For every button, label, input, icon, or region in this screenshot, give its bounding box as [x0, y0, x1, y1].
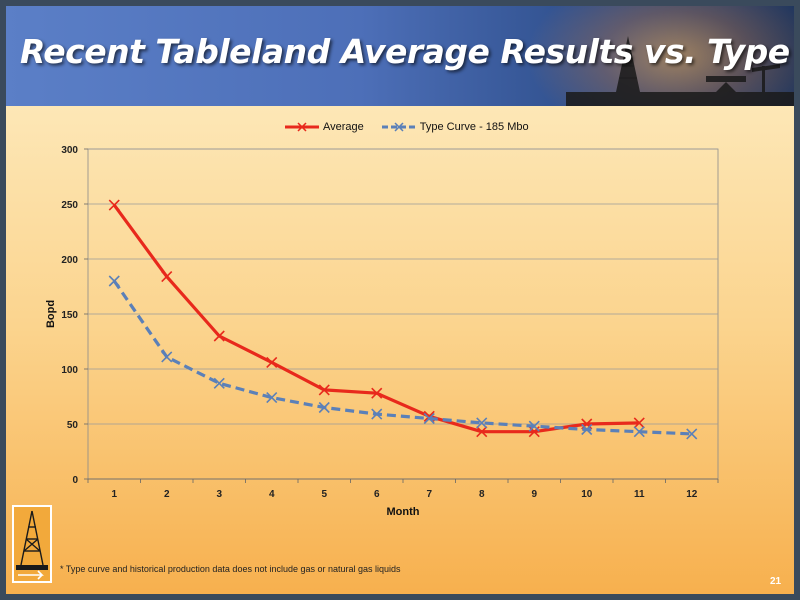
legend-swatch-average [285, 122, 319, 132]
data-point-type-curve [371, 408, 383, 420]
data-point-average [266, 356, 278, 368]
data-point-type-curve [581, 423, 593, 436]
data-point-type-curve [108, 275, 120, 287]
chart-legend: Average Type Curve - 185 Mbo [285, 121, 529, 133]
chart-area-background [6, 106, 794, 594]
x-tick-label: 7 [426, 489, 432, 500]
page-number: 21 [770, 576, 782, 587]
legend-label-type-curve: Type Curve - 185 Mbo [419, 121, 529, 133]
legend-item-type-curve: Type Curve - 185 Mbo [381, 121, 529, 133]
slide-title: Recent Tableland Average Results vs. Typ… [20, 32, 794, 71]
series-line-type-curve [112, 280, 692, 436]
x-tick-label: 2 [164, 489, 170, 500]
data-point-type-curve [633, 426, 645, 438]
x-axis-title: Month [387, 506, 420, 518]
x-tick-label: 9 [531, 489, 537, 500]
data-point-type-curve [266, 392, 278, 404]
y-tick-label: 100 [61, 365, 78, 376]
slide: Recent Tableland Average Results vs. Typ… [6, 6, 794, 594]
data-point-average [161, 271, 173, 283]
data-point-type-curve [476, 417, 488, 429]
x-tick-label: 6 [374, 489, 380, 500]
data-point-average [318, 384, 330, 396]
data-point-type-curve [686, 428, 698, 440]
x-tick-label: 3 [216, 489, 222, 500]
x-tick-label: 8 [479, 489, 485, 500]
data-point-type-curve [423, 412, 435, 425]
y-tick-label: 250 [61, 200, 78, 211]
x-tick-label: 10 [581, 489, 593, 500]
legend-label-average: Average [323, 121, 364, 133]
data-point-type-curve [528, 420, 540, 432]
footnote: * Type curve and historical production d… [60, 564, 401, 574]
x-tick-label: 12 [686, 489, 698, 500]
data-point-average [108, 199, 120, 211]
x-tick-label: 5 [321, 489, 327, 500]
series-line-average [112, 204, 640, 434]
data-point-type-curve [213, 377, 225, 389]
data-point-average [633, 417, 645, 429]
y-tick-label: 200 [61, 255, 78, 266]
data-point-average [213, 330, 225, 342]
y-tick-label: 150 [61, 310, 78, 321]
company-logo [12, 505, 52, 583]
y-tick-label: 0 [72, 475, 78, 486]
y-tick-label: 300 [61, 145, 78, 156]
data-point-average [528, 426, 540, 438]
x-tick-label: 11 [634, 489, 645, 500]
data-point-average [476, 426, 488, 438]
x-tick-label: 1 [111, 489, 117, 500]
y-axis-title: Bopd [45, 300, 57, 328]
title-banner: Recent Tableland Average Results vs. Typ… [6, 6, 794, 106]
legend-swatch-type-curve [381, 122, 416, 132]
data-point-type-curve [161, 351, 173, 363]
oil-rig-illustration [566, 36, 794, 106]
y-tick-label: 50 [67, 420, 79, 431]
data-point-average [581, 418, 593, 430]
data-point-average [371, 387, 383, 399]
x-tick-label: 4 [269, 489, 275, 500]
legend-item-average: Average [285, 121, 364, 133]
data-point-type-curve [318, 401, 330, 414]
banner-glow [526, 6, 794, 106]
